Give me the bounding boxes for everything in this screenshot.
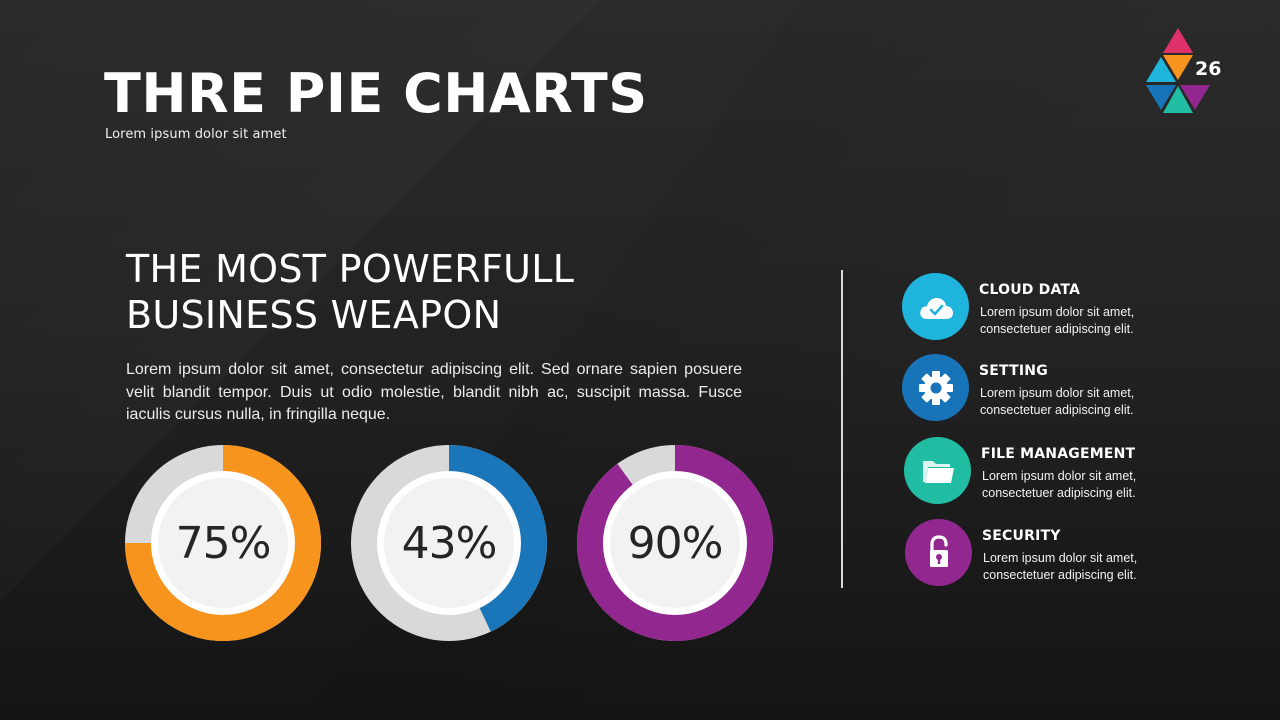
feature-description: Lorem ipsum dolor sit amet, consectetuer… (983, 550, 1203, 584)
donut-chart-1: 75% (125, 445, 321, 641)
feature-description-line: Lorem ipsum dolor sit amet, (980, 305, 1135, 319)
folder-icon (922, 460, 954, 483)
vertical-divider (841, 270, 843, 588)
donut-svg (577, 445, 773, 641)
feature-description-line: consectetuer adipiscing elit. (980, 403, 1134, 417)
feature-title: CLOUD DATA (979, 282, 1081, 298)
donut-chart-3: 90% (577, 445, 773, 641)
donut-chart-2: 43% (351, 445, 547, 641)
headline: THE MOST POWERFULL BUSINESS WEAPON (126, 246, 574, 338)
feature-title: SECURITY (982, 528, 1061, 544)
feature-cloud-data: CLOUD DATA Lorem ipsum dolor sit amet, c… (902, 273, 1202, 343)
donut-value-label: 43% (401, 517, 498, 569)
feature-icon-circle (905, 519, 972, 586)
donut-svg (351, 445, 547, 641)
slide-title: THRE PIE CHARTS (104, 62, 648, 125)
feature-title: FILE MANAGEMENT (981, 446, 1136, 462)
feature-security: SECURITY Lorem ipsum dolor sit amet, con… (905, 519, 1205, 589)
triangle-logo-icon (1146, 28, 1210, 113)
page-number: 26 (1195, 58, 1222, 80)
slide-subtitle: Lorem ipsum dolor sit amet (105, 127, 287, 142)
feature-icon-circle (902, 354, 969, 421)
feature-description-line: Lorem ipsum dolor sit amet, (983, 551, 1138, 565)
gear-icon (918, 370, 953, 405)
body-paragraph: Lorem ipsum dolor sit amet, consectetur … (126, 361, 742, 423)
feature-description: Lorem ipsum dolor sit amet, consectetuer… (980, 385, 1200, 419)
feature-description-line: Lorem ipsum dolor sit amet, (982, 469, 1137, 483)
cloud-check-icon (919, 297, 953, 319)
feature-description-line: Lorem ipsum dolor sit amet, (980, 386, 1135, 400)
donut-value-label: 75% (175, 517, 272, 569)
feature-title: SETTING (979, 363, 1048, 379)
feature-description: Lorem ipsum dolor sit amet, consectetuer… (980, 304, 1200, 338)
feature-icon-circle (904, 437, 971, 504)
feature-icon-circle (902, 273, 969, 340)
feature-description: Lorem ipsum dolor sit amet, consectetuer… (982, 468, 1202, 502)
feature-setting: SETTING Lorem ipsum dolor sit amet, cons… (902, 354, 1202, 424)
feature-description-line: consectetuer adipiscing elit. (980, 322, 1134, 336)
donut-svg (125, 445, 321, 641)
headline-line-1: THE MOST POWERFULL (126, 247, 575, 291)
feature-description-line: consectetuer adipiscing elit. (982, 486, 1136, 500)
feature-description-line: consectetuer adipiscing elit. (983, 568, 1137, 582)
unlock-icon (929, 534, 948, 567)
feature-file-management: FILE MANAGEMENT Lorem ipsum dolor sit am… (904, 437, 1204, 507)
donut-value-label: 90% (627, 517, 724, 569)
headline-line-2: BUSINESS WEAPON (126, 293, 502, 337)
